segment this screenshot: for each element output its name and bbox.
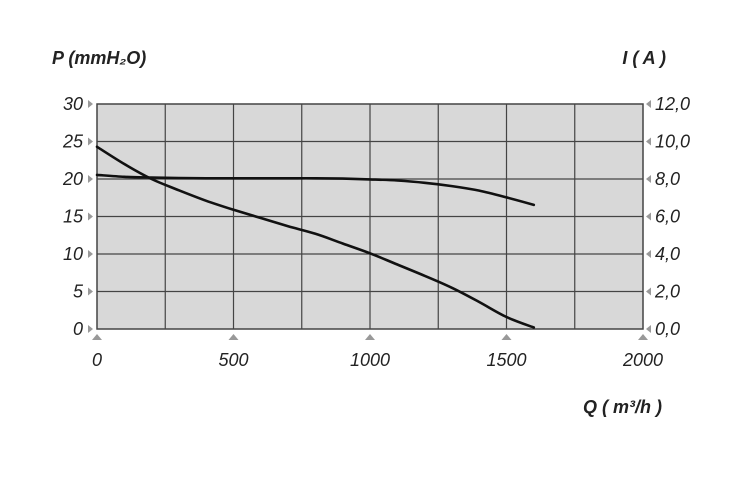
y2-axis-label: I ( A ) bbox=[622, 48, 666, 68]
x-tick-label: 1500 bbox=[486, 350, 526, 370]
x-tick-marker bbox=[638, 334, 648, 340]
y2-tick-marker bbox=[646, 212, 651, 221]
y-tick-marker bbox=[88, 325, 93, 333]
y-tick-label: 0 bbox=[73, 319, 83, 339]
x-tick-label: 1000 bbox=[350, 350, 390, 370]
y-tick-marker bbox=[88, 212, 93, 221]
ticks: 0 5 10 15 20 25 30 0,0 2,0 4,0 6,0 8,0 10,0 12,0 0 500 1… bbox=[62, 94, 690, 370]
y2-tick-label: 12,0 bbox=[655, 94, 690, 114]
x-tick-marker bbox=[365, 334, 375, 340]
y2-tick-label: 4,0 bbox=[655, 244, 680, 264]
y-tick-label: 5 bbox=[73, 282, 84, 302]
y2-tick-label: 10,0 bbox=[655, 132, 690, 152]
x-tick-marker bbox=[92, 334, 102, 340]
y2-tick-marker bbox=[646, 287, 651, 296]
pressure-curve-line bbox=[95, 145, 536, 329]
x-tick-marker bbox=[501, 334, 512, 340]
y2-tick-marker bbox=[646, 137, 651, 146]
series-lines bbox=[95, 145, 536, 329]
y2-tick-label: 8,0 bbox=[655, 169, 680, 189]
x-tick-marker bbox=[228, 334, 239, 340]
y2-tick-marker bbox=[646, 100, 651, 108]
y-tick-label: 15 bbox=[63, 207, 84, 227]
y2-tick-marker bbox=[646, 175, 651, 183]
y2-tick-marker bbox=[646, 250, 651, 258]
x-tick-label: 2000 bbox=[622, 350, 663, 370]
y-tick-marker bbox=[88, 250, 93, 258]
y2-tick-marker bbox=[646, 325, 651, 333]
y2-tick-label: 2,0 bbox=[654, 282, 680, 302]
x-tick-label: 500 bbox=[218, 350, 248, 370]
x-axis-label: Q ( m³/h ) bbox=[583, 397, 662, 417]
y-tick-label: 30 bbox=[63, 94, 83, 114]
y2-tick-label: 6,0 bbox=[655, 207, 680, 227]
y-tick-label: 10 bbox=[63, 244, 83, 264]
y-tick-marker bbox=[88, 100, 93, 108]
y-tick-marker bbox=[88, 175, 93, 183]
y-tick-label: 25 bbox=[62, 132, 84, 152]
y2-tick-label: 0,0 bbox=[655, 319, 680, 339]
current-curve-line bbox=[95, 173, 536, 207]
y-tick-label: 20 bbox=[62, 169, 83, 189]
y-axis-label: P (mmH₂O) bbox=[52, 48, 146, 68]
y-tick-marker bbox=[88, 137, 93, 146]
x-tick-label: 0 bbox=[92, 350, 102, 370]
y-tick-marker bbox=[88, 287, 93, 296]
